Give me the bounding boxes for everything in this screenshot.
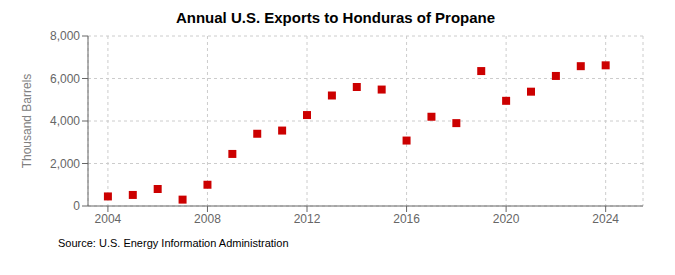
svg-text:2008: 2008 — [194, 212, 221, 226]
svg-text:0: 0 — [73, 199, 80, 213]
svg-text:2,000: 2,000 — [50, 157, 80, 171]
svg-text:Thousand Barrels: Thousand Barrels — [20, 74, 34, 169]
svg-text:2024: 2024 — [592, 212, 619, 226]
svg-text:4,000: 4,000 — [50, 114, 80, 128]
svg-text:2020: 2020 — [493, 212, 520, 226]
svg-text:2016: 2016 — [393, 212, 420, 226]
svg-text:2012: 2012 — [294, 212, 321, 226]
svg-text:6,000: 6,000 — [50, 72, 80, 86]
html-text:Source: U.S. Energy Informatio: Source: U.S. Energy Information Administ… — [58, 237, 289, 249]
svg-text:8,000: 8,000 — [50, 29, 80, 43]
svg-text:2004: 2004 — [95, 212, 122, 226]
html-text:Annual U.S. Exports to Hondura: Annual U.S. Exports to Honduras of Propa… — [175, 9, 496, 26]
